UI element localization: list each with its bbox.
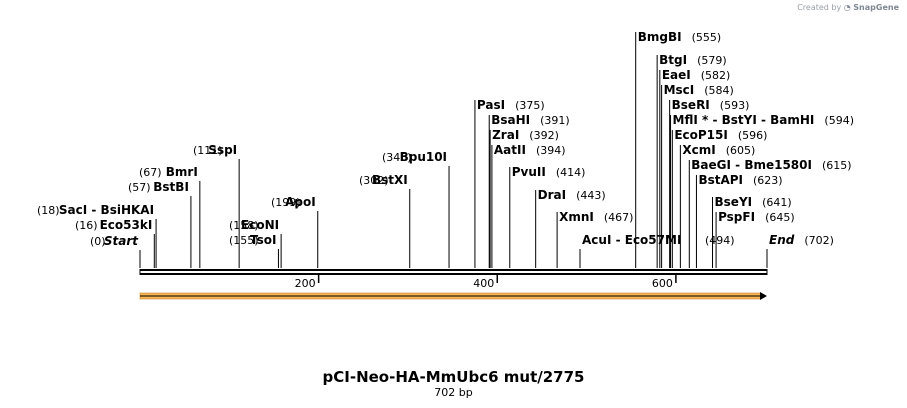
- site-label-baegi-bme1580i: BaeGI - Bme1580I: [691, 158, 812, 172]
- site-label-pspfi: PspFI: [718, 210, 755, 224]
- site-label-bstbi: BstBI: [153, 180, 189, 194]
- site-position-bmgbi: (555): [692, 31, 722, 44]
- feature-arrow: [139, 292, 767, 300]
- map-length: 702 bp: [434, 386, 473, 399]
- feature-arrowhead: [760, 292, 767, 300]
- site-position-start: (0): [90, 235, 106, 248]
- site-label-drai: DraI: [538, 188, 566, 202]
- snapgene-watermark: Created by ◔ SnapGene: [797, 3, 899, 12]
- tick-label-400: 400: [473, 277, 494, 290]
- site-label-acui-eco57mi: AcuI - Eco57MI: [582, 233, 681, 247]
- site-label-xcmi: XcmI: [682, 143, 715, 157]
- site-label-pasi: PasI: [477, 98, 505, 112]
- site-label-bmgbi: BmgBI: [638, 30, 682, 44]
- site-position-apoi: (199): [271, 196, 301, 209]
- site-label-btgi: BtgI: [659, 53, 687, 67]
- site-position-ecop15i: (596): [738, 129, 768, 142]
- site-position-end: (702): [804, 234, 834, 247]
- site-label-mfli-bstyi-bamhi: MflI * - BstYI - BamHI: [673, 113, 815, 127]
- site-label-econi: EcoNI: [241, 218, 279, 232]
- site-label-start: Start: [104, 234, 139, 248]
- site-label-saci-bsihkai: SacI - BsiHKAI: [59, 203, 154, 217]
- backbone-top: [140, 269, 767, 271]
- site-position-bseyi: (641): [762, 196, 792, 209]
- site-label-xmni: XmnI: [559, 210, 594, 224]
- site-position-bmri: (67): [139, 166, 162, 179]
- site-label-tsoi: TsoI: [250, 233, 276, 247]
- site-position-eaei: (582): [701, 69, 731, 82]
- snapgene-logo-icon: ◔: [843, 3, 851, 12]
- site-label-bsahi: BsaHI: [491, 113, 530, 127]
- site-position-drai: (443): [576, 189, 606, 202]
- site-label-sspi: SspI: [208, 143, 237, 157]
- site-label-bstxi: BstXI: [372, 173, 408, 187]
- watermark-brand: SnapGene: [853, 3, 899, 12]
- site-label-aatii: AatII: [494, 143, 526, 157]
- site-label-zrai: ZraI: [492, 128, 519, 142]
- site-position-aatii: (394): [536, 144, 566, 157]
- tick-label-200: 200: [295, 277, 316, 290]
- site-label-bseyi: BseYI: [715, 195, 753, 209]
- site-label-bseri: BseRI: [672, 98, 710, 112]
- site-position-msci: (584): [704, 84, 734, 97]
- site-position-saci-bsihkai: (18): [37, 204, 60, 217]
- site-position-bseri: (593): [720, 99, 750, 112]
- site-position-acui-eco57mi: (494): [705, 234, 735, 247]
- site-position-bstxi: (302): [359, 174, 389, 187]
- site-position-eco53ki: (16): [75, 219, 98, 232]
- site-label-pvuii: PvuII: [512, 165, 546, 179]
- site-position-bpu10i: (346): [382, 151, 412, 164]
- site-position-baegi-bme1580i: (615): [822, 159, 852, 172]
- site-labels: Start(0) Eco53kI(16) SacI - BsiHKAI(18) Bst…: [37, 30, 854, 248]
- site-position-sspi: (111): [193, 144, 223, 157]
- site-position-btgi: (579): [697, 54, 727, 67]
- backbone-bottom: [140, 273, 767, 275]
- site-position-bsahi: (391): [540, 114, 570, 127]
- site-label-eco53ki: Eco53kI: [100, 218, 153, 232]
- site-label-bstapi: BstAPI: [698, 173, 743, 187]
- site-label-bmri: BmrI: [166, 165, 198, 179]
- map-title: pCI-Neo-HA-MmUbc6 mut/2775: [322, 368, 585, 386]
- sequence-backbone: [139, 269, 768, 275]
- site-leaders: [139, 32, 768, 268]
- site-position-bstapi: (623): [753, 174, 783, 187]
- site-label-apoi: ApoI: [285, 195, 316, 209]
- site-position-xcmi: (605): [726, 144, 756, 157]
- site-label-end: End: [769, 233, 795, 247]
- site-position-pvuii: (414): [556, 166, 586, 179]
- site-position-tsoi: (155): [229, 234, 259, 247]
- site-position-pasi: (375): [515, 99, 545, 112]
- site-position-xmni: (467): [604, 211, 634, 224]
- site-position-bstbi: (57): [128, 181, 151, 194]
- site-position-zrai: (392): [529, 129, 559, 142]
- site-label-msci: MscI: [664, 83, 695, 97]
- site-label-bpu10i: Bpu10I: [400, 150, 447, 164]
- site-label-eaei: EaeI: [662, 68, 691, 82]
- site-position-pspfi: (645): [765, 211, 795, 224]
- site-position-econi: (158): [229, 219, 259, 232]
- site-position-mfli-bstyi-bamhi: (594): [824, 114, 854, 127]
- watermark-prefix: Created by: [797, 3, 842, 12]
- site-label-ecop15i: EcoP15I: [674, 128, 728, 142]
- tick-label-600: 600: [652, 277, 673, 290]
- scale-ticks: 200 400 600: [295, 275, 677, 290]
